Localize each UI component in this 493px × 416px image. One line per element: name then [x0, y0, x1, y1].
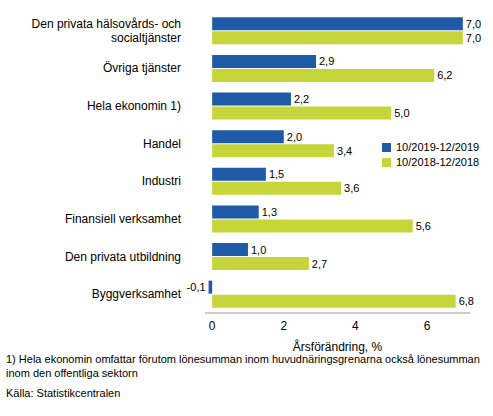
- svg-text:6: 6: [424, 319, 431, 333]
- svg-text:Årsförändring, %: Årsförändring, %: [293, 339, 383, 354]
- svg-text:1,0: 1,0: [251, 244, 266, 256]
- svg-text:-0,1: -0,1: [187, 281, 206, 293]
- svg-text:3,4: 3,4: [337, 145, 352, 157]
- svg-text:2,7: 2,7: [312, 258, 327, 270]
- svg-text:2,2: 2,2: [294, 93, 309, 105]
- svg-text:5,0: 5,0: [394, 107, 409, 119]
- svg-text:Hela ekonomin 1): Hela ekonomin 1): [87, 99, 181, 113]
- html-text:10/2019-12/2019: 10/2019-12/2019: [396, 141, 480, 153]
- svg-text:Den privata utbildning: Den privata utbildning: [65, 250, 181, 264]
- svg-text:1,5: 1,5: [269, 168, 284, 180]
- svg-text:1,3: 1,3: [262, 206, 277, 218]
- html-text:1) Hela ekonomin omfattar föru: 1) Hela ekonomin omfattar förutom lönesu…: [6, 353, 480, 379]
- svg-text:6,8: 6,8: [459, 295, 474, 307]
- svg-text:Handel: Handel: [143, 137, 181, 151]
- svg-text:Finansiell verksamhet: Finansiell verksamhet: [65, 212, 182, 226]
- svg-text:Industri: Industri: [142, 174, 181, 188]
- svg-text:0: 0: [209, 319, 216, 333]
- svg-text:2: 2: [280, 319, 287, 333]
- html-text:Källa: Statistikcentralen: Källa: Statistikcentralen: [6, 387, 121, 399]
- svg-text:7,0: 7,0: [466, 18, 481, 30]
- svg-text:2,0: 2,0: [287, 131, 302, 143]
- svg-text:Övriga tjänster: Övriga tjänster: [103, 61, 181, 75]
- svg-text:4: 4: [352, 319, 359, 333]
- svg-text:6,2: 6,2: [437, 69, 452, 81]
- svg-text:Byggverksamhet: Byggverksamhet: [92, 287, 182, 301]
- svg-text:7,0: 7,0: [466, 32, 481, 44]
- svg-text:3,6: 3,6: [344, 182, 359, 194]
- svg-text:Den privata hälsovårds- ochsoc: Den privata hälsovårds- ochsocialtjänste…: [32, 17, 181, 45]
- html-text:10/2018-12/2018: 10/2018-12/2018: [396, 156, 480, 168]
- svg-text:2,9: 2,9: [319, 55, 334, 67]
- svg-text:5,6: 5,6: [416, 220, 431, 232]
